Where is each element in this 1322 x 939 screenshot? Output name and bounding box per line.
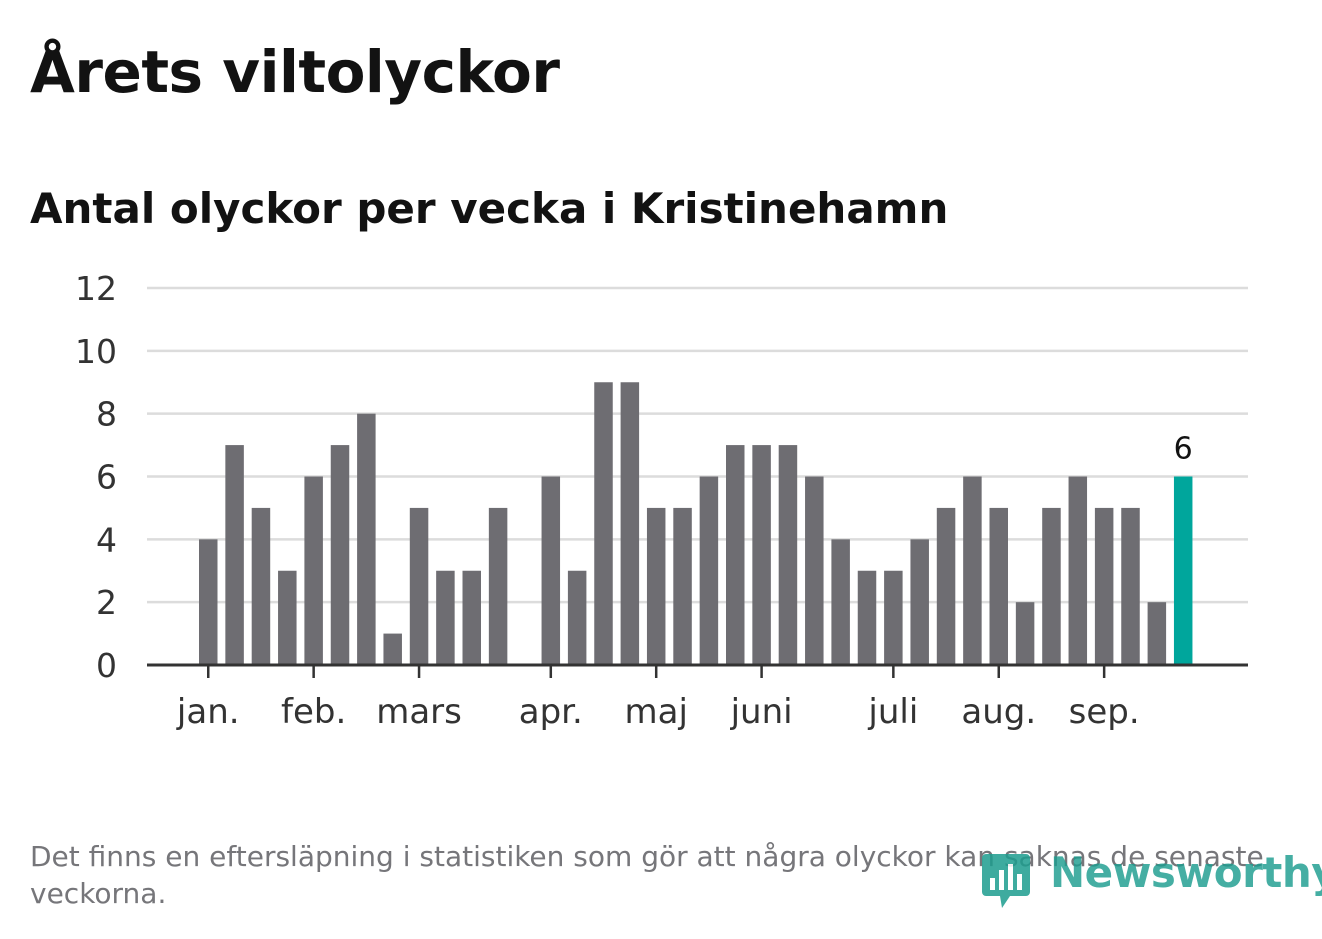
y-tick-label: 2 xyxy=(96,583,117,622)
bar xyxy=(567,570,587,665)
brand-name: Newsworthy xyxy=(1050,848,1322,897)
bar-chart-speech-bubble-icon xyxy=(982,854,1030,908)
x-tick-label: juni xyxy=(730,692,793,732)
x-tick-label: maj xyxy=(624,692,687,732)
bar xyxy=(910,539,929,665)
bar xyxy=(462,570,481,665)
x-tick-label: mars xyxy=(376,692,462,732)
bar xyxy=(646,507,666,665)
bar xyxy=(1068,476,1088,665)
y-axis-ticks: 0 2 4 6 8 10 12 xyxy=(75,269,117,685)
x-tick-label: aug. xyxy=(961,692,1036,732)
bar xyxy=(936,507,956,665)
x-tick-label: apr. xyxy=(519,692,583,732)
x-tick-label: sep. xyxy=(1069,692,1140,732)
bar xyxy=(541,476,561,665)
bar xyxy=(594,382,613,665)
bar xyxy=(488,507,508,665)
bar xyxy=(989,507,1008,665)
bar xyxy=(805,476,824,665)
bar xyxy=(199,539,218,665)
bar xyxy=(699,476,719,665)
x-tick-label: juli xyxy=(867,692,918,732)
bar xyxy=(1042,507,1061,665)
newsworthy-logo: Newsworthy xyxy=(980,848,1322,912)
bar xyxy=(726,445,745,665)
data-labels: 6 xyxy=(1174,432,1193,467)
bar xyxy=(436,570,455,665)
data-label-highlight: 6 xyxy=(1174,432,1193,467)
x-axis-ticks: jan. feb. mars apr. maj juni juli aug. sep. xyxy=(176,665,1140,732)
bar xyxy=(857,570,877,665)
y-tick-label: 0 xyxy=(96,646,117,685)
bar xyxy=(1015,602,1035,665)
footnote: Det finns en eftersläpning i statistiken… xyxy=(30,840,1264,910)
y-tick-label: 10 xyxy=(75,332,117,371)
bar xyxy=(673,507,692,665)
chart-subtitle: Antal olyckor per vecka i Kristinehamn xyxy=(30,184,949,233)
bar xyxy=(383,633,402,665)
bar xyxy=(225,445,244,665)
bar xyxy=(251,507,271,665)
y-tick-label: 12 xyxy=(75,269,117,308)
bar xyxy=(357,413,376,665)
x-tick-label: jan. xyxy=(176,692,240,732)
bar xyxy=(1121,507,1140,665)
y-tick-label: 6 xyxy=(96,458,117,497)
bar xyxy=(778,445,798,665)
bar xyxy=(330,445,350,665)
y-tick-label: 4 xyxy=(96,520,117,559)
bar xyxy=(963,476,982,665)
x-tick-label: feb. xyxy=(281,692,346,732)
bars xyxy=(199,382,1193,665)
grid-lines xyxy=(147,286,1248,604)
bar xyxy=(278,570,297,665)
bar xyxy=(304,476,323,665)
bar xyxy=(831,539,850,665)
bar xyxy=(1094,507,1114,665)
bar xyxy=(752,445,771,665)
bar-chart: 0 2 4 6 8 10 12 jan. feb. mars apr. maj juni juli aug… xyxy=(75,269,1248,732)
bar xyxy=(1147,602,1167,665)
bar xyxy=(620,382,640,665)
bar xyxy=(409,507,429,665)
bar-highlight xyxy=(1173,476,1193,665)
y-tick-label: 8 xyxy=(96,395,117,434)
bar xyxy=(884,570,903,665)
chart-title: Årets viltolyckor xyxy=(30,38,560,106)
